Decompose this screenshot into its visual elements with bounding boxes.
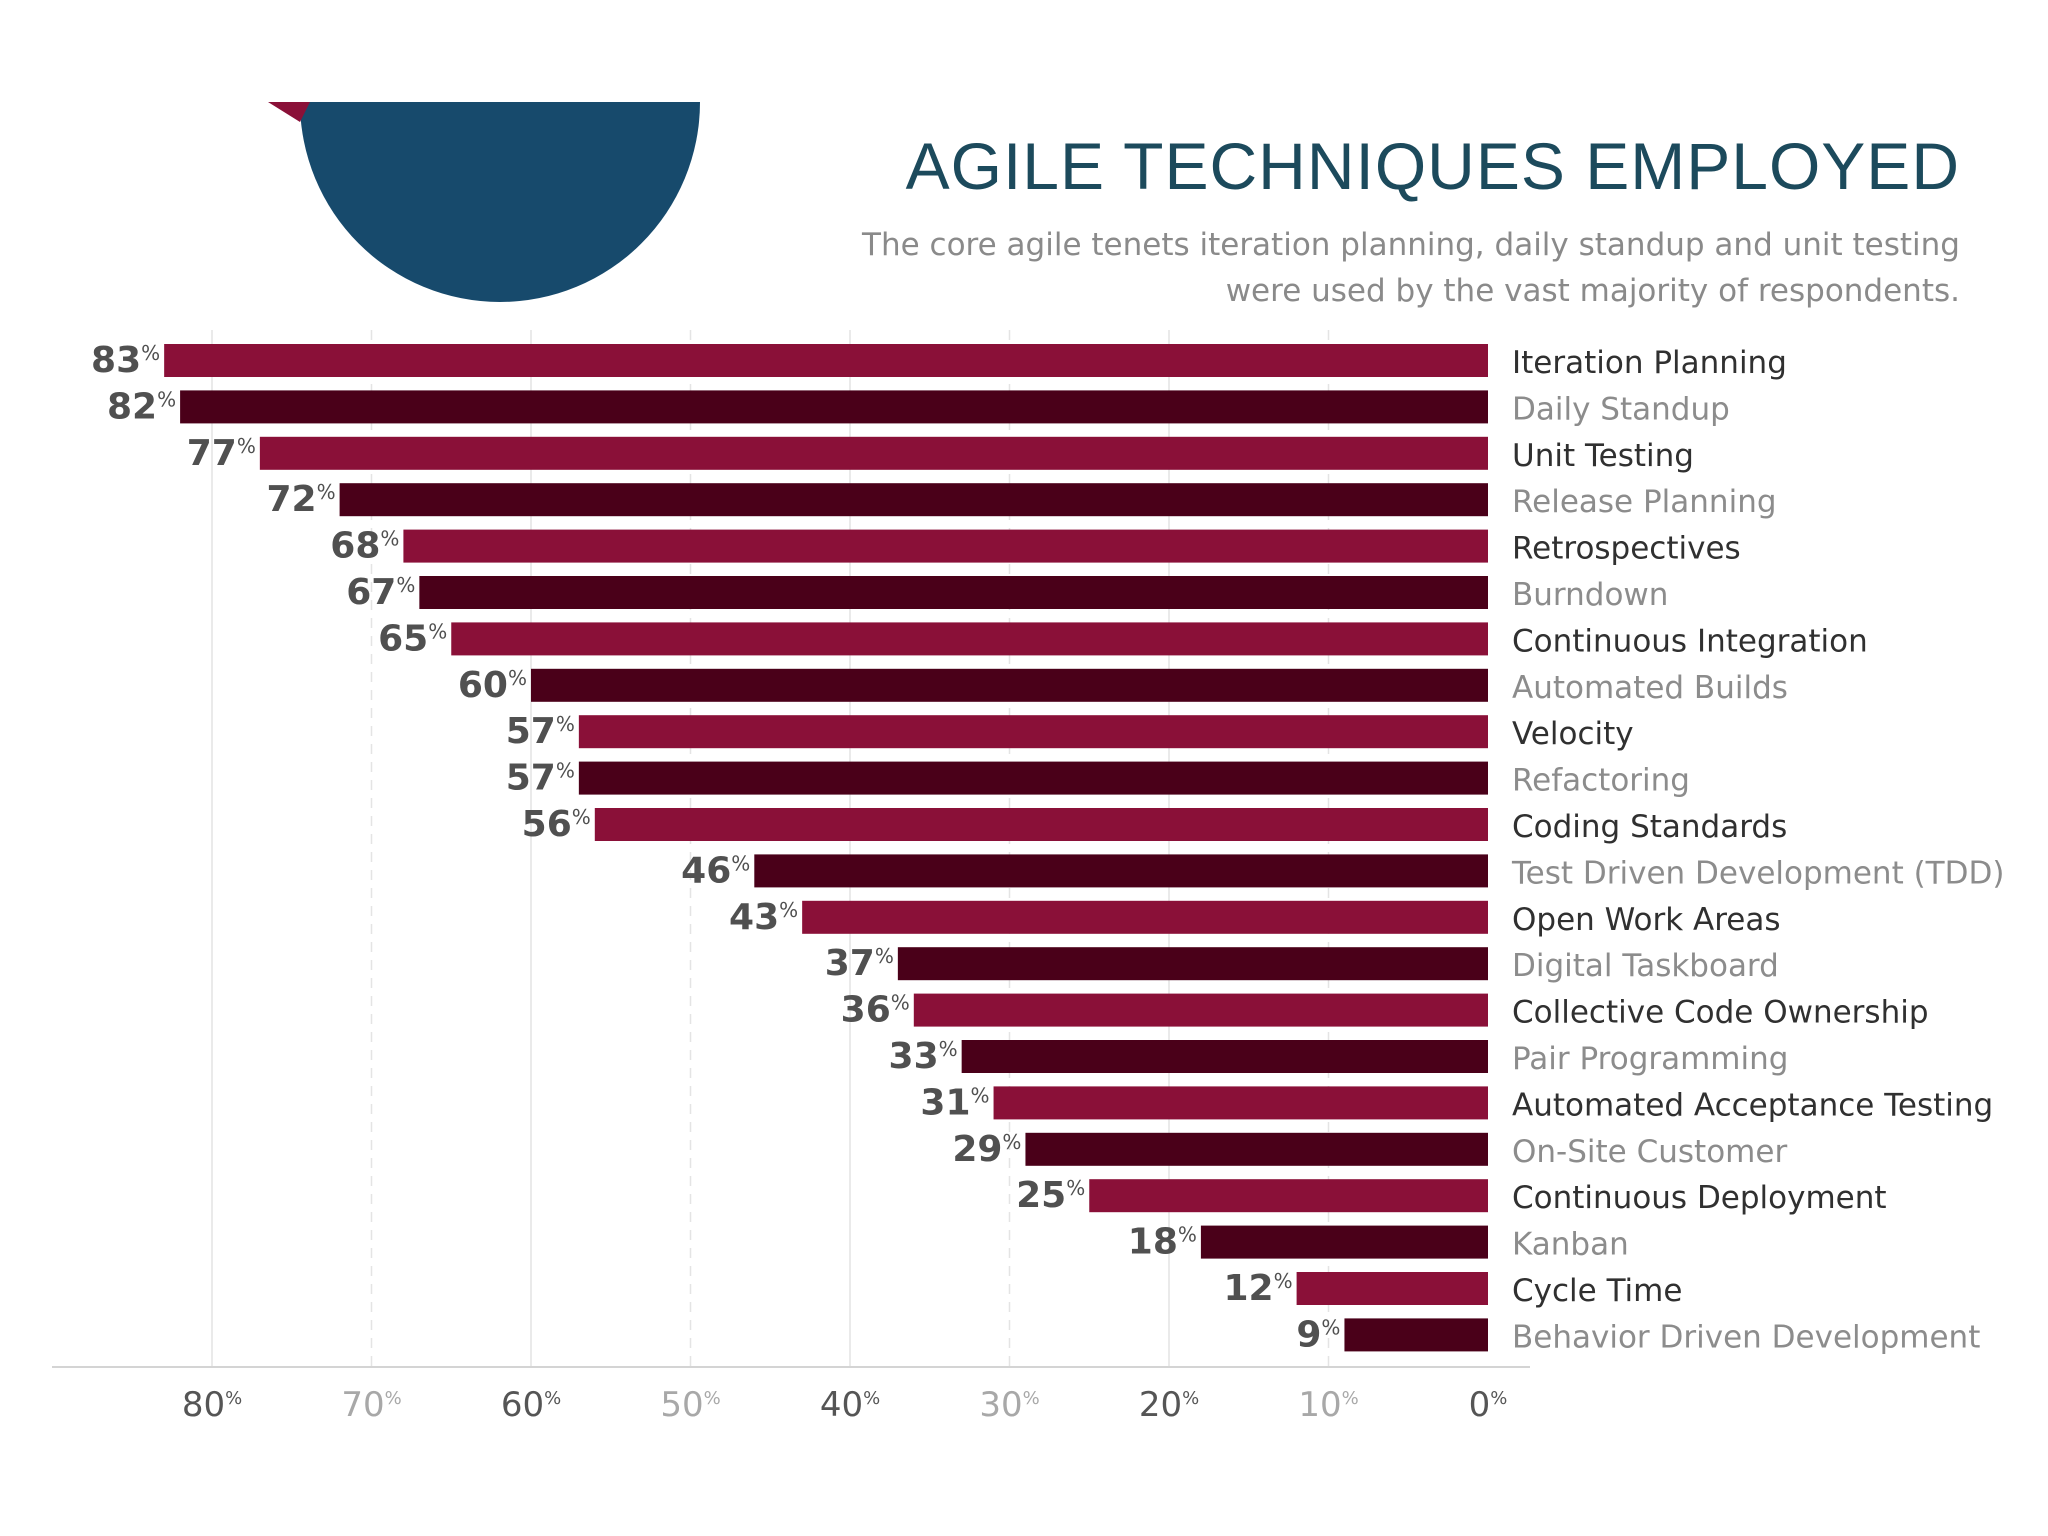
- category-label: Refactoring: [1512, 763, 1690, 799]
- category-label: Open Work Areas: [1512, 902, 1781, 938]
- category-label: Burndown: [1512, 577, 1668, 613]
- bar: [754, 854, 1488, 888]
- bar: [913, 993, 1488, 1027]
- value-label: 29%: [952, 1129, 1021, 1170]
- bar: [961, 1040, 1488, 1073]
- bar: [259, 436, 1489, 470]
- chart-title: AGILE TECHNIQUES EMPLOYED: [905, 129, 1960, 203]
- value-label: 12%: [1223, 1268, 1292, 1309]
- value-label: 83%: [91, 340, 160, 381]
- x-tick-label: 40%: [820, 1385, 880, 1425]
- category-label: Collective Code Ownership: [1512, 995, 1929, 1031]
- x-tick-label: 10%: [1298, 1385, 1358, 1425]
- value-label: 25%: [1016, 1175, 1085, 1216]
- value-label: 68%: [330, 526, 399, 567]
- bar: [180, 390, 1489, 424]
- category-label: Continuous Deployment: [1512, 1180, 1887, 1216]
- value-label: 82%: [107, 386, 176, 427]
- category-label: Automated Builds: [1512, 670, 1788, 706]
- bar: [802, 900, 1488, 934]
- bar: [1025, 1132, 1488, 1166]
- value-label: 67%: [346, 572, 415, 613]
- x-tick-label: 0%: [1469, 1385, 1508, 1425]
- value-label: 9%: [1296, 1314, 1340, 1355]
- value-label: 57%: [506, 711, 575, 752]
- bar: [993, 1086, 1488, 1120]
- category-label: Behavior Driven Development: [1512, 1319, 1980, 1355]
- x-tick-label: 50%: [660, 1385, 720, 1425]
- value-label: 33%: [889, 1036, 958, 1077]
- bar: [1089, 1179, 1488, 1213]
- bar: [578, 715, 1488, 749]
- value-label: 43%: [729, 897, 798, 938]
- x-tick-label: 60%: [501, 1385, 561, 1425]
- x-tick-label: 30%: [979, 1385, 1039, 1425]
- bar: [339, 483, 1489, 517]
- pie-segment-blue: [300, 102, 700, 302]
- chart-subtitle: The core agile tenets iteration planning…: [862, 227, 1960, 309]
- category-label: Iteration Planning: [1512, 345, 1787, 381]
- bar: [1344, 1318, 1488, 1352]
- category-label: Coding Standards: [1512, 809, 1787, 845]
- value-label: 60%: [458, 665, 527, 706]
- category-label: Kanban: [1512, 1227, 1629, 1263]
- value-label: 77%: [187, 433, 256, 474]
- category-label: Pair Programming: [1512, 1041, 1788, 1077]
- value-label: 18%: [1128, 1222, 1197, 1263]
- bar: [594, 808, 1488, 841]
- bar: [1200, 1225, 1488, 1259]
- category-label: Test Driven Development (TDD): [1511, 855, 2004, 891]
- bar: [164, 344, 1488, 377]
- value-label: 57%: [506, 758, 575, 799]
- bar: [531, 668, 1488, 702]
- value-label: 31%: [920, 1082, 989, 1123]
- category-label: Retrospectives: [1512, 531, 1741, 567]
- x-tick-label: 20%: [1139, 1385, 1199, 1425]
- category-label: Daily Standup: [1512, 391, 1730, 427]
- bar: [897, 947, 1488, 981]
- bar: [578, 761, 1488, 795]
- category-label: Continuous Integration: [1512, 623, 1868, 659]
- value-label: 56%: [522, 804, 591, 845]
- bar: [451, 622, 1488, 656]
- value-label: 36%: [841, 990, 910, 1031]
- category-label: Digital Taskboard: [1512, 948, 1779, 984]
- pie-segment-red: [268, 102, 310, 122]
- category-label: On-Site Customer: [1512, 1134, 1787, 1170]
- category-label: Cycle Time: [1512, 1273, 1682, 1309]
- value-label: 72%: [266, 479, 335, 520]
- x-tick-label: 70%: [341, 1385, 401, 1425]
- value-label: 37%: [825, 943, 894, 984]
- value-label: 46%: [681, 850, 750, 891]
- bar: [403, 529, 1488, 563]
- bar: [419, 576, 1489, 609]
- value-label: 65%: [378, 618, 447, 659]
- category-label: Release Planning: [1512, 484, 1777, 520]
- category-label: Automated Acceptance Testing: [1512, 1087, 1993, 1123]
- bar: [1296, 1272, 1488, 1305]
- x-tick-label: 80%: [182, 1385, 242, 1425]
- category-label: Unit Testing: [1512, 438, 1694, 474]
- category-label: Velocity: [1512, 716, 1634, 752]
